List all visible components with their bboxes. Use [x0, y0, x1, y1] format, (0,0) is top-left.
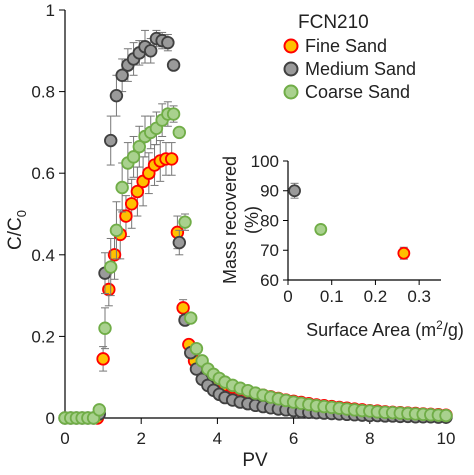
legend-label-coarse-sand: Coarse Sand [305, 82, 410, 102]
main-point-coarse-sand [126, 150, 141, 164]
inset-y-tick-label: 90 [260, 182, 279, 201]
main-point-coarse-sand [98, 321, 112, 335]
inset-point-medium-sand [288, 184, 301, 198]
main-point-fine-sand [176, 301, 190, 315]
main-y-tick-label: 0 [46, 409, 55, 428]
main-point-coarse-sand [92, 403, 106, 417]
main-series-layer [58, 29, 453, 425]
main-x-tick-label: 4 [213, 429, 222, 448]
inset-y-tick-label: 70 [260, 241, 279, 260]
main-point-medium-sand [104, 133, 118, 148]
main-point-coarse-sand [189, 341, 204, 356]
main-x-axis-label: PV [242, 450, 268, 470]
inset-x-tick-label: 0.2 [364, 287, 388, 306]
inset-x-axis-label-main: Surface Area (m [306, 320, 436, 340]
legend-entries: Fine Sand Medium Sand Coarse Sand [283, 36, 416, 102]
main-x-tick-label: 10 [437, 429, 456, 448]
main-point-medium-sand [172, 235, 187, 250]
main-point-medium-sand [144, 44, 158, 58]
main-y-axis-label: C/C0 [5, 210, 29, 250]
main-point-medium-sand [109, 88, 124, 103]
main-point-fine-sand [130, 184, 145, 199]
main-point-fine-sand [107, 248, 122, 262]
main-point-coarse-sand [172, 125, 187, 140]
main-point-coarse-sand [109, 223, 124, 238]
main-x-tick-label: 6 [289, 429, 298, 448]
inset-x-axis-label: Surface Area (m2/g) [306, 318, 464, 340]
main-point-coarse-sand [178, 215, 192, 229]
inset-y-axis-label-line1: Mass recovered [220, 156, 240, 284]
main-point-medium-sand [161, 35, 175, 50]
main-point-medium-sand [115, 68, 129, 82]
legend-label-medium-sand: Medium Sand [305, 59, 416, 79]
main-y-tick-label: 0.2 [31, 327, 55, 346]
main-point-fine-sand [124, 197, 139, 211]
inset-point-coarse-sand [314, 223, 328, 236]
main-y-axis-label-main: C/C [5, 217, 26, 250]
legend-marker-fine-sand [283, 38, 299, 54]
main-x-tick-label: 8 [365, 429, 374, 448]
main-y-tick-label: 0.6 [31, 164, 55, 183]
inset-y-tick-label: 80 [260, 211, 279, 230]
inset-point-fine-sand [397, 246, 411, 260]
main-y-tick-label: 0.8 [31, 83, 55, 102]
main-y-axis-label-subscript: 0 [14, 210, 29, 217]
main-point-coarse-sand [439, 408, 453, 423]
inset-series-fine-sand [397, 246, 411, 260]
inset-y-tick-label: 100 [251, 152, 279, 171]
inset-x-tick-label: 0.1 [320, 287, 344, 306]
main-y-tick-label: 0.4 [31, 246, 55, 265]
main-point-coarse-sand [166, 107, 181, 121]
inset-y-tick-label: 60 [260, 271, 279, 290]
main-point-fine-sand [164, 152, 179, 166]
main-point-coarse-sand [115, 180, 129, 195]
inset-x-axis-label-superscript: 2 [436, 318, 443, 332]
main-x-tick-label: 2 [136, 429, 145, 448]
legend: FCN210 Fine Sand Medium Sand Coarse Sand [283, 12, 416, 102]
main-point-coarse-sand [132, 139, 146, 154]
main-point-fine-sand [119, 209, 133, 223]
inset-y-axis-label-line2: (%) [242, 206, 262, 234]
main-series-coarse-sand [58, 101, 453, 425]
inset-series-layer [288, 182, 411, 260]
legend-label-fine-sand: Fine Sand [305, 36, 387, 56]
inset-x-tick-label: 0 [283, 287, 292, 306]
main-point-coarse-sand [104, 260, 118, 274]
inset-series-coarse-sand [314, 223, 328, 236]
legend-marker-coarse-sand [283, 84, 299, 100]
main-point-coarse-sand [184, 311, 198, 325]
legend-marker-medium-sand [283, 61, 299, 77]
main-x-tick-label: 0 [60, 429, 69, 448]
legend-title: FCN210 [298, 12, 369, 33]
inset-axes: 0 0.1 0.2 0.3 60 70 80 90 100 [251, 152, 441, 306]
main-point-medium-sand [166, 58, 181, 72]
main-y-tick-label: 1 [46, 1, 55, 20]
inset-x-tick-label: 0.3 [407, 287, 431, 306]
main-point-fine-sand [96, 352, 110, 366]
inset-series-medium-sand [288, 182, 301, 199]
inset-x-axis-label-tail: /g) [443, 320, 464, 340]
